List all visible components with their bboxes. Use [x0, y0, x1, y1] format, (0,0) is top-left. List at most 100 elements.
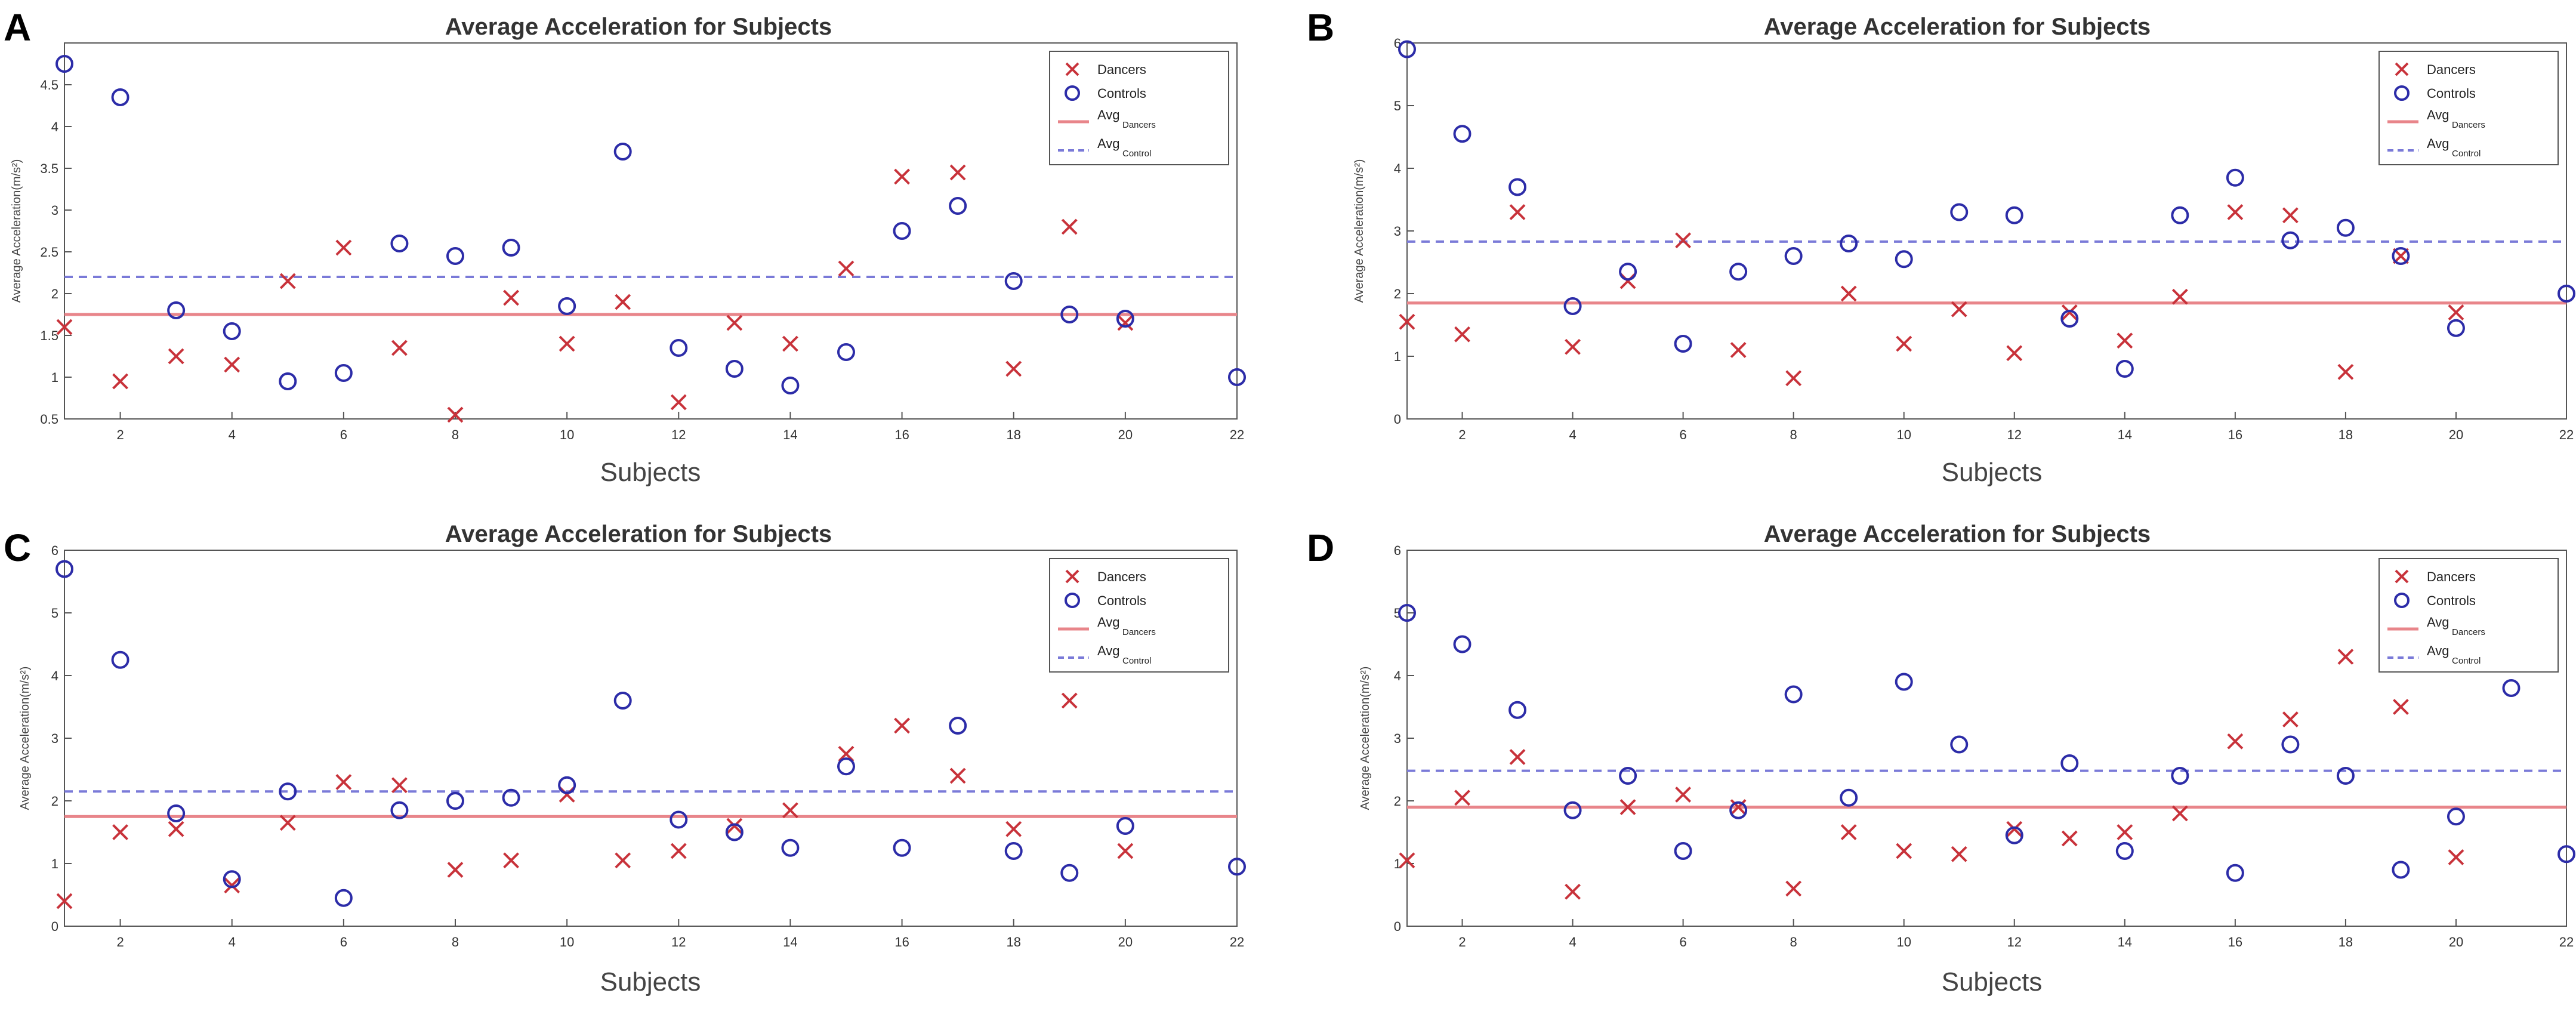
- legend-dancers-label: Dancers: [2427, 569, 2476, 584]
- dancer-point: [949, 767, 966, 784]
- dancer-point: [1117, 314, 1134, 331]
- legend-avg-controls-subscript: Control: [1122, 656, 1151, 666]
- dancer-point: [1619, 799, 1636, 815]
- control-point: [2226, 864, 2244, 882]
- dancer-point: [894, 717, 910, 734]
- control-point: [279, 782, 297, 801]
- x-tick-label: 2: [1458, 427, 1466, 442]
- dancer-point: [503, 852, 519, 869]
- dancer-point: [782, 335, 798, 352]
- control-point: [334, 364, 353, 382]
- control-point: [1060, 864, 1079, 882]
- x-tick-label: 4: [229, 935, 236, 949]
- dancer-point: [559, 335, 575, 352]
- control-point: [1950, 735, 1969, 754]
- dancer-point: [894, 168, 910, 185]
- legend-avg-dancers-label: Avg: [1097, 615, 1120, 630]
- control-point: [2171, 206, 2189, 224]
- control-point: [1895, 250, 1913, 269]
- control-point: [1619, 263, 1637, 281]
- control-point: [2281, 735, 2300, 754]
- legend-avg-controls-label: Avg: [1097, 643, 1120, 658]
- x-tick-label: 10: [1896, 935, 1911, 949]
- control-point: [1674, 842, 1692, 860]
- control-point: [1228, 368, 1246, 386]
- dancer-point: [2171, 805, 2188, 822]
- x-tick-label: 16: [894, 427, 909, 442]
- legend-avg-controls-subscript: Control: [2452, 149, 2481, 159]
- x-tick-label: 8: [452, 427, 459, 442]
- control-point: [1060, 306, 1079, 323]
- dancer-point: [2227, 733, 2244, 750]
- control-point: [558, 776, 576, 794]
- control-point: [1840, 788, 1858, 807]
- legend-avg-dancers-subscript: Dancers: [2452, 627, 2485, 637]
- dancer-point: [2227, 204, 2244, 220]
- x-axis-label: Subjects: [600, 967, 701, 997]
- dancer-point: [1005, 360, 1022, 377]
- dancer-point: [1896, 335, 1912, 352]
- chart-title: Average Acceleration for Subjects: [1764, 14, 2151, 40]
- dancer-point: [1785, 370, 1802, 387]
- control-point: [55, 55, 73, 73]
- dancer-point: [1730, 799, 1747, 815]
- control-point: [1840, 235, 1858, 252]
- control-point: [167, 804, 186, 822]
- x-tick-label: 10: [1896, 427, 1911, 442]
- dancer-point: [1840, 824, 1857, 840]
- dancer-point: [1730, 342, 1747, 358]
- control-point: [670, 339, 688, 357]
- control-point: [1004, 842, 1023, 860]
- x-tick-label: 18: [1006, 427, 1020, 442]
- dancer-point: [1061, 218, 1078, 235]
- control-point: [2115, 842, 2134, 860]
- control-point: [781, 377, 800, 394]
- dancer-point: [279, 273, 296, 289]
- control-point: [167, 301, 186, 319]
- legend-dancers-marker: [1065, 62, 1079, 76]
- legend-dancers-marker: [2395, 569, 2409, 584]
- control-point: [1895, 673, 1913, 691]
- x-tick-label: 4: [1569, 935, 1576, 949]
- dancer-point: [1896, 843, 1912, 859]
- legend-controls-label: Controls: [2427, 86, 2476, 101]
- chart-title: Average Acceleration for Subjects: [445, 14, 832, 40]
- dancer-point: [615, 294, 631, 310]
- dancer-point: [670, 394, 687, 411]
- y-tick-label: 2: [51, 794, 58, 809]
- dancer-point: [2117, 332, 2133, 349]
- dancer-point: [56, 319, 73, 335]
- x-tick-label: 18: [2339, 935, 2353, 949]
- control-point: [446, 247, 464, 265]
- y-tick-label: 1.5: [40, 328, 58, 343]
- control-point: [1508, 701, 1527, 719]
- dancer-point: [335, 239, 352, 256]
- control-point: [223, 322, 241, 340]
- dancer-point: [2282, 207, 2299, 224]
- panel-letter: C: [4, 526, 31, 569]
- x-tick-label: 6: [340, 427, 347, 442]
- legend-controls-marker: [1065, 85, 1080, 101]
- chart-title: Average Acceleration for Subjects: [1764, 521, 2151, 547]
- y-axis-label: Average Acceleration(m/s²): [1353, 159, 1366, 303]
- legend-avg-dancers-subscript: Dancers: [1122, 627, 1156, 637]
- dancer-point: [2448, 849, 2464, 865]
- x-tick-label: 22: [2559, 427, 2574, 442]
- panel-c: C Average Acceleration for Subjects012345…: [4, 521, 1246, 997]
- legend-controls-marker: [2394, 593, 2410, 608]
- panel-b: B Average Acceleration for Subjects012345…: [1307, 6, 2575, 487]
- x-tick-label: 14: [2118, 935, 2132, 949]
- x-tick-label: 12: [2007, 935, 2022, 949]
- legend-dancers-label: Dancers: [1097, 569, 1146, 584]
- chart-title: Average Acceleration for Subjects: [445, 521, 832, 547]
- control-point: [279, 372, 297, 390]
- panel-letter: A: [4, 6, 31, 49]
- x-tick-label: 22: [2559, 935, 2574, 949]
- dancer-point: [2171, 288, 2188, 305]
- legend-avg-dancers-label: Avg: [2427, 107, 2449, 122]
- x-tick-label: 8: [1790, 935, 1797, 949]
- control-point: [2005, 826, 2023, 844]
